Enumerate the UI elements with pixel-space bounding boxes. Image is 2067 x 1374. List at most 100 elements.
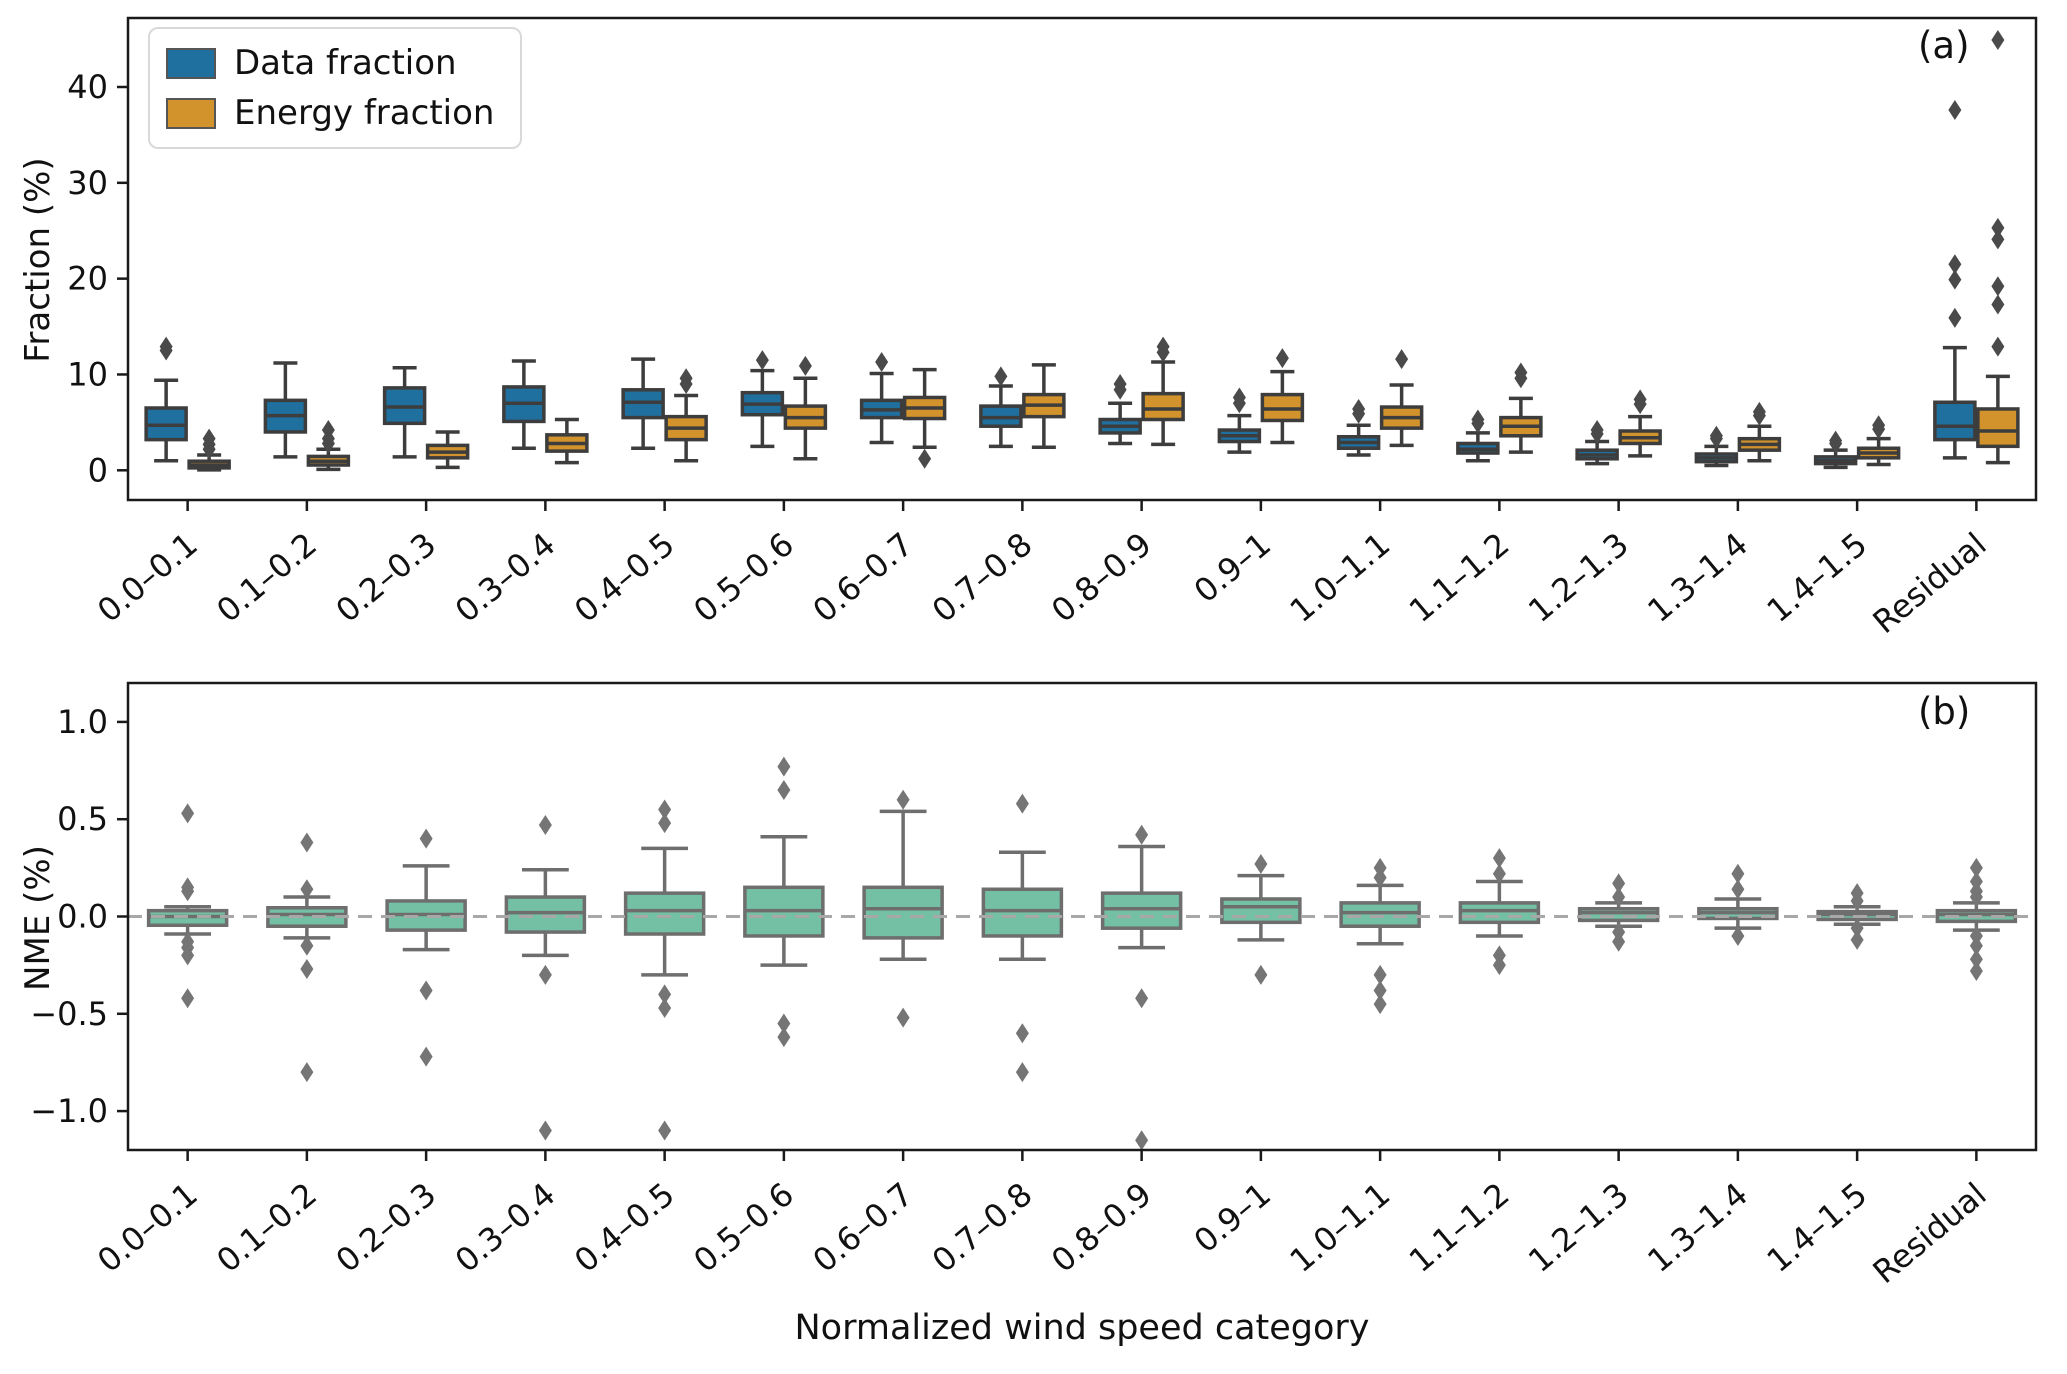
x-tick-label: 1.1–1.2	[1402, 1175, 1517, 1280]
outlier-point	[1015, 793, 1029, 814]
outlier-point	[538, 1120, 552, 1141]
boxplot-box	[1100, 824, 1183, 1151]
outlier-point	[1232, 387, 1246, 408]
outlier-point	[1373, 980, 1387, 1001]
boxplot-box	[1499, 362, 1543, 454]
y-tick-label: −0.5	[30, 995, 108, 1033]
outlier-point	[1829, 430, 1843, 451]
outlier-point	[1850, 918, 1864, 939]
boxplot-box	[743, 756, 825, 1048]
outlier-point	[1135, 1130, 1149, 1151]
outlier-point	[1395, 349, 1409, 370]
boxplot-box	[1935, 857, 2018, 981]
outlier-point	[1948, 307, 1962, 328]
boxplot-box	[1575, 420, 1619, 466]
outlier-point	[321, 420, 335, 441]
boxplot-box	[504, 815, 587, 1141]
panel-label-b: (b)	[1918, 690, 1971, 733]
outlier-point	[777, 756, 791, 777]
x-tick-label: 0.9–1	[1187, 1175, 1278, 1260]
boxplot-box	[263, 361, 308, 459]
outlier-point	[181, 945, 195, 966]
outlier-point	[1850, 890, 1864, 911]
outlier-point	[658, 1120, 672, 1141]
outlier-point	[679, 368, 693, 389]
series-energy-fraction	[187, 30, 2020, 472]
boxplot-box	[385, 828, 467, 1067]
outlier-point	[1872, 415, 1886, 436]
outlier-point	[1709, 425, 1723, 446]
y-tick-label: 0.0	[57, 898, 108, 936]
x-tick-label: 1.3–1.4	[1640, 525, 1755, 630]
x-tick-label: Residual	[1866, 525, 1994, 641]
y-tick-label: 10	[67, 355, 108, 393]
y-axis-label-fraction: Fraction (%)	[18, 157, 58, 363]
boxplot-box	[382, 366, 427, 459]
outlier-point	[1991, 276, 2005, 297]
x-tick-label: 0.2–0.3	[329, 525, 444, 630]
outlier-point	[1471, 409, 1485, 430]
outlier-point	[994, 366, 1008, 387]
x-tick-label: 0.6–0.7	[806, 1175, 921, 1280]
x-tick-label: 0.3–0.4	[448, 1175, 563, 1280]
outlier-point	[1991, 336, 2005, 357]
outlier-point	[875, 352, 889, 373]
outlier-point	[300, 832, 314, 853]
x-tick-label: 0.2–0.3	[329, 1175, 444, 1280]
outlier-point	[1113, 374, 1127, 395]
outlier-point	[658, 984, 672, 1005]
outlier-point	[419, 1046, 433, 1067]
y-tick-label: 40	[67, 68, 108, 106]
outlier-point	[918, 448, 932, 469]
outlier-point	[896, 1007, 910, 1028]
outlier-point	[1731, 925, 1745, 946]
y-tick-label: 20	[67, 260, 108, 298]
x-tick-label: 0.8–0.9	[1044, 1175, 1159, 1280]
data-fraction-swatch	[166, 47, 216, 79]
boxplot-box	[1458, 848, 1541, 976]
x-tick-label: 0.3–0.4	[448, 525, 563, 630]
x-tick-label: 1.2–1.3	[1521, 1175, 1636, 1280]
boxplot-box	[1697, 863, 1779, 946]
outlier-point	[1275, 348, 1289, 369]
boxplot-box	[1379, 349, 1424, 448]
boxplot-box	[146, 803, 229, 1009]
outlier-point	[1633, 389, 1647, 410]
outlier-point	[1612, 931, 1626, 952]
outlier-point	[658, 997, 672, 1018]
outlier-point	[798, 355, 812, 376]
boxplot-box	[1098, 374, 1142, 446]
outlier-point	[755, 350, 769, 371]
legend-label-data-fraction: Data fraction	[234, 43, 457, 83]
series-data-fraction	[144, 99, 1977, 470]
axes-frame	[126, 16, 2038, 502]
outlier-point	[1514, 362, 1528, 383]
outlier-point	[1156, 336, 1170, 357]
boxplot-box	[1856, 415, 1901, 467]
outlier-point	[1015, 1023, 1029, 1044]
legend: Data fraction Energy fraction	[148, 27, 523, 149]
outlier-point	[1969, 935, 1983, 956]
outlier-point	[1969, 949, 1983, 970]
boxplot-box	[266, 832, 348, 1083]
panel-b: 1.00.50.0−0.5−1.00.0–0.1 0.1–0.2 0.2–0.3 0.…	[30, 681, 2038, 1291]
outlier-point	[658, 799, 672, 820]
x-tick-label: Residual	[1866, 1175, 1994, 1291]
outlier-point	[300, 1062, 314, 1083]
boxplot-box	[1141, 336, 1185, 447]
x-tick-label: 1.1–1.2	[1402, 525, 1517, 630]
y-tick-label: 0	[88, 451, 108, 489]
outlier-point	[1254, 964, 1268, 985]
outlier-point	[1991, 30, 2005, 51]
outlier-point	[777, 1027, 791, 1048]
boxplot-box	[1694, 425, 1739, 468]
boxplot-box	[902, 367, 947, 469]
outlier-point	[181, 881, 195, 902]
boxplot-box	[1618, 389, 1662, 458]
boxplot-box	[1336, 398, 1381, 457]
outlier-point	[1135, 824, 1149, 845]
boxplot-box	[1933, 99, 1977, 460]
boxplot-box	[1737, 401, 1782, 463]
x-tick-label: 0.6–0.7	[806, 525, 921, 630]
